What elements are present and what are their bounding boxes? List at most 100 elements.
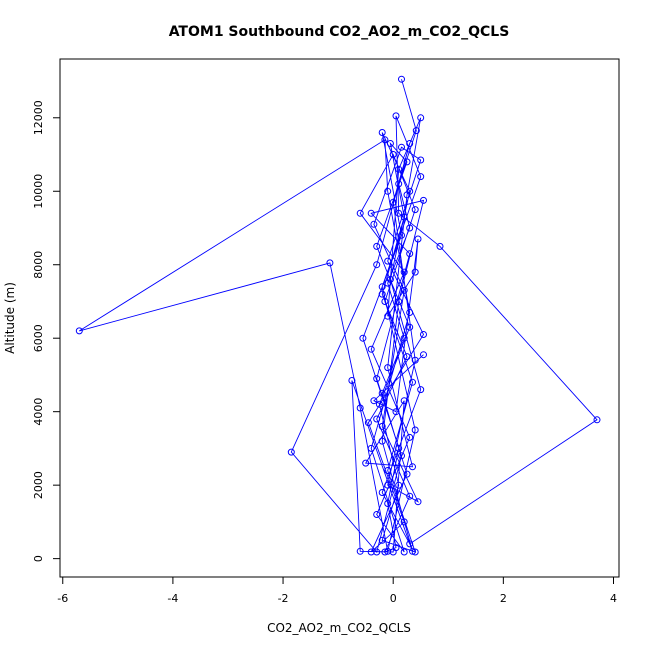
data-point — [373, 511, 381, 518]
data-point — [373, 261, 381, 269]
data-point — [420, 351, 427, 359]
x-tick-label: 4 — [610, 592, 617, 605]
x-axis: -6 -4 -2 0 2 4 — [57, 576, 617, 605]
data-point — [356, 547, 364, 555]
data-point — [395, 481, 403, 489]
data-point — [409, 547, 416, 555]
data-point — [411, 426, 419, 434]
data-point — [400, 268, 408, 276]
data-point — [406, 492, 414, 500]
y-tick-label: 4000 — [32, 398, 45, 426]
data-point — [411, 548, 419, 556]
data-point — [395, 165, 403, 173]
data-point — [384, 481, 392, 489]
data-point — [362, 459, 370, 467]
data-point — [373, 415, 381, 423]
data-point — [378, 437, 386, 445]
data-point — [384, 500, 392, 507]
data-point — [398, 143, 405, 151]
data-point — [400, 548, 408, 556]
y-tick-label: 8000 — [32, 251, 45, 279]
data-point — [381, 548, 389, 556]
data-point — [411, 356, 419, 364]
data-point — [420, 196, 427, 204]
data-point — [367, 345, 375, 353]
data-point — [417, 386, 425, 394]
data-point — [384, 187, 392, 195]
data-point — [411, 268, 419, 276]
data-point — [356, 404, 364, 412]
data-point — [75, 327, 83, 335]
data-point — [411, 206, 419, 214]
data-point — [406, 323, 414, 331]
x-axis-label: CO2_AO2_m_CO2_QCLS — [267, 621, 411, 635]
data-point — [367, 548, 375, 556]
x-tick-label: -6 — [57, 592, 68, 605]
data-point — [436, 242, 444, 250]
data-point — [378, 129, 386, 136]
data-point — [378, 422, 386, 430]
data-point — [406, 540, 414, 548]
data-point — [373, 375, 381, 383]
y-tick-label: 6000 — [32, 324, 45, 352]
data-point — [403, 470, 411, 478]
data-point — [389, 548, 397, 556]
data-point — [381, 136, 389, 144]
data-point — [378, 489, 386, 496]
data-point — [400, 286, 408, 294]
data-point — [373, 242, 381, 250]
data-point — [400, 334, 408, 342]
data-point — [378, 290, 386, 298]
data-point — [593, 416, 601, 424]
data-point — [417, 173, 425, 181]
data-point — [403, 353, 411, 361]
series-layer — [75, 75, 601, 556]
y-axis: 0 2000 4000 6000 8000 10000 12000 — [32, 100, 61, 562]
data-point — [392, 408, 400, 416]
data-point — [367, 209, 375, 217]
y-axis-label: Altitude (m) — [3, 282, 17, 354]
data-point — [406, 250, 414, 258]
data-point — [386, 140, 394, 147]
chart-title: ATOM1 Southbound CO2_AO2_m_CO2_QCLS — [169, 24, 510, 40]
y-tick-label: 10000 — [32, 174, 45, 209]
data-point — [381, 298, 389, 305]
data-point — [406, 140, 414, 147]
data-point — [400, 518, 408, 526]
data-point — [398, 75, 405, 83]
data-point — [370, 397, 378, 405]
x-tick-label: 0 — [390, 592, 397, 605]
data-point — [398, 452, 405, 460]
data-point — [414, 235, 422, 243]
data-point — [395, 180, 403, 188]
data-point — [395, 444, 403, 452]
data-point — [412, 127, 420, 135]
data-point — [414, 498, 422, 506]
data-point — [395, 209, 403, 217]
data-point — [420, 331, 427, 338]
data-point — [384, 257, 392, 265]
data-point — [348, 377, 356, 384]
data-point — [384, 467, 392, 474]
data-point — [406, 224, 414, 232]
data-point — [375, 400, 383, 408]
x-tick-label: -4 — [167, 592, 178, 605]
y-tick-label: 12000 — [32, 100, 45, 135]
data-point — [384, 312, 392, 320]
data-point — [370, 220, 378, 228]
data-point — [378, 389, 386, 397]
data-point — [417, 156, 425, 164]
data-point — [378, 283, 386, 291]
data-point — [395, 298, 403, 305]
data-point — [389, 198, 397, 206]
data-point — [406, 433, 414, 441]
data-point — [364, 419, 372, 427]
data-point — [356, 209, 364, 217]
series-line — [79, 79, 598, 553]
data-point — [417, 114, 425, 122]
data-point — [409, 463, 416, 471]
data-point — [389, 151, 397, 158]
plot-frame — [59, 58, 620, 578]
x-tick-label: 2 — [500, 592, 507, 605]
